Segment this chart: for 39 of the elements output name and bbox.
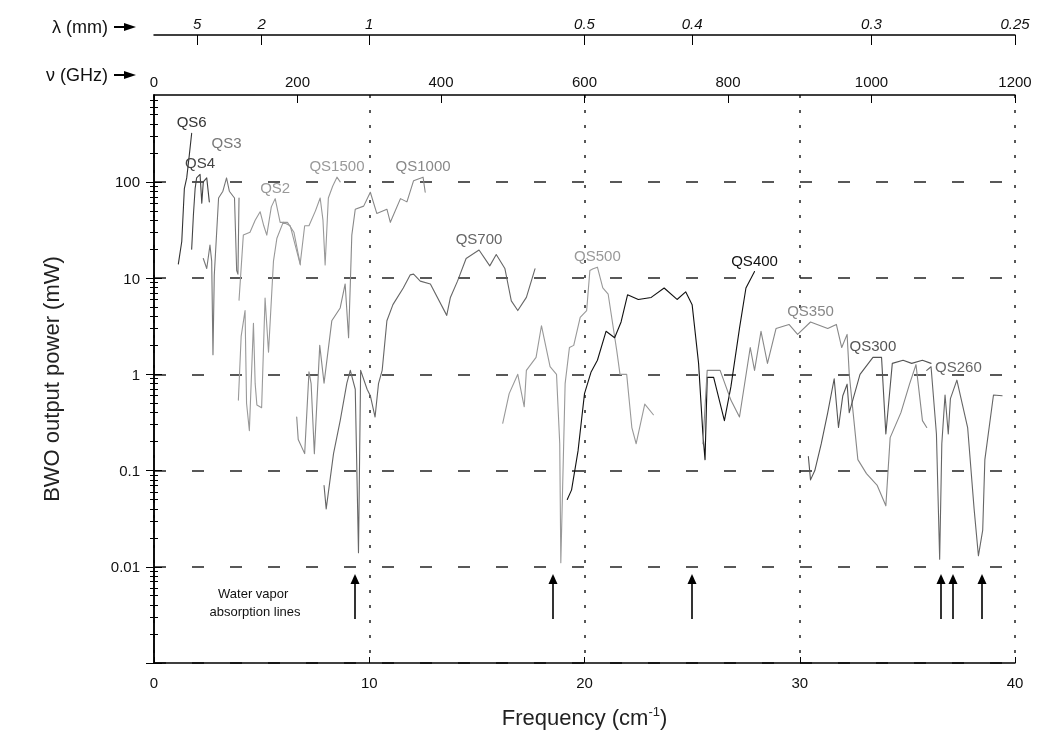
text: 1 [365,15,374,32]
series-label: QS700 [455,230,503,247]
x2-tick-label: 0 [149,73,159,90]
x2-axis-title: ν (GHz) [46,65,108,85]
x-tick-label: 0 [149,674,159,691]
text: λ (mm) [52,17,108,37]
x2-tick-label: 200 [284,73,311,90]
y-tick-label: 0.1 [119,462,140,480]
series-label: QS350 [787,301,834,319]
x2-tick-label: 1000 [854,73,889,90]
y-tick-label: 100 [114,173,140,191]
x-tick-label: 20 [576,674,593,691]
text: 0.3 [861,15,883,32]
text: 5 [192,15,202,32]
series-label: QS6 [176,113,207,131]
x-tick-label: 10 [360,674,378,691]
y-axis-title: BWO output power (mW) [38,256,64,502]
y-tick-label: 0.01 [110,558,140,576]
series-label: QS2 [260,178,291,196]
y-tick-label: 10 [123,269,140,287]
text: 0.5 [574,15,596,32]
series-label: QS400 [731,251,778,269]
series-label: QS1500 [309,157,365,175]
series-label: QS500 [574,247,621,265]
annotation: Water vapor absorption lines [209,585,302,619]
text: QS3 [211,133,242,151]
x2-tick-label: 600 [571,73,598,90]
text: 0.25 [1000,15,1031,32]
x2-tick-label: 400 [428,73,454,90]
text: 2 [256,15,267,32]
x2-tick-label: 1200 [998,73,1032,90]
x-tick-label: 40 [1006,674,1024,691]
y-tick-label: 1 [131,365,140,383]
x-tick-label: 30 [791,674,809,691]
series-label: QS300 [849,337,897,355]
x2-tick-label: 800 [715,73,741,90]
text: 0.4 [681,15,703,32]
series-label: QS1000 [395,157,451,175]
series-label: QS260 [935,358,982,376]
